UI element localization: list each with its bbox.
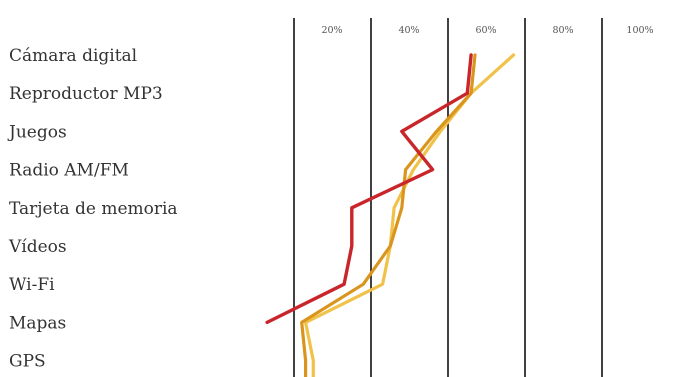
category-label: Vídeos [8, 237, 67, 257]
series-line-1 [265, 53, 473, 325]
series-line-3 [304, 53, 516, 377]
x-tick-label: 20% [321, 25, 342, 36]
gridlines [293, 18, 603, 377]
series-lines [265, 53, 516, 377]
category-label: GPS [9, 352, 46, 372]
x-tick-label: 40% [398, 25, 419, 36]
category-labels: Cámara digital Reproductor MP3 Juegos Radio… [7, 46, 178, 372]
x-tick-label: 60% [475, 25, 496, 36]
category-label: Tarjeta de memoria [9, 199, 178, 219]
category-label: Radio AM/FM [9, 161, 129, 181]
x-tick-label: 100% [626, 25, 653, 36]
category-label: Wi-Fi [9, 275, 55, 295]
x-tick-labels: 20% 40% 60% 80% 100% [321, 25, 653, 36]
category-label: Reproductor MP3 [9, 84, 163, 104]
category-label: Cámara digital [9, 46, 137, 66]
category-label: Juegos [7, 122, 67, 142]
x-tick-label: 80% [552, 25, 573, 36]
category-label: Mapas [9, 313, 66, 333]
series-line-2 [300, 53, 477, 377]
